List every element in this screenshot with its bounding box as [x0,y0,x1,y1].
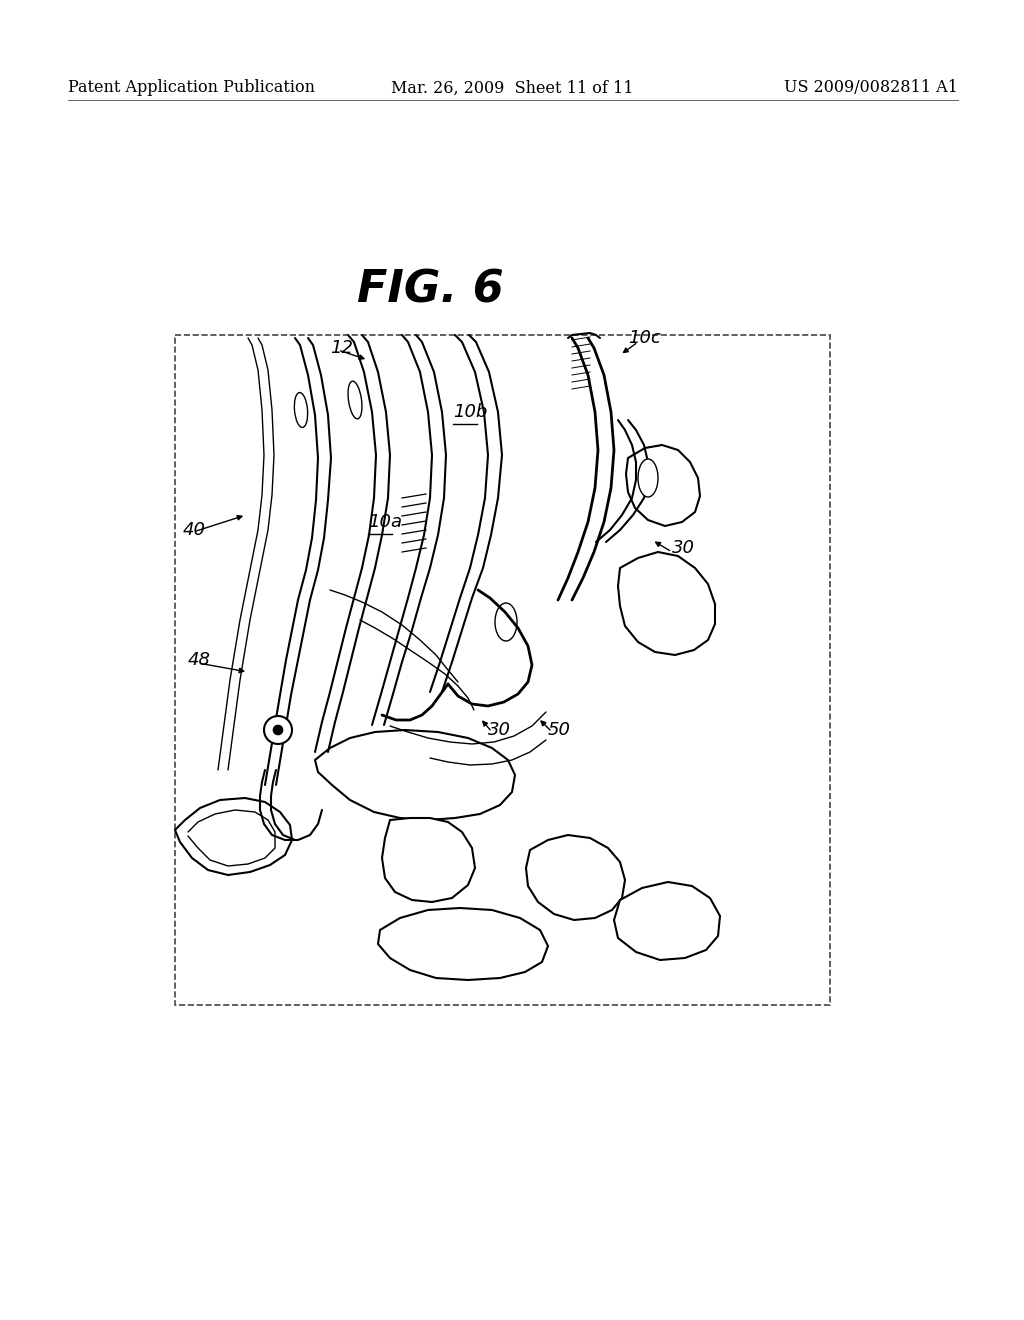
Text: US 2009/0082811 A1: US 2009/0082811 A1 [784,79,958,96]
Text: 30: 30 [488,721,511,739]
Circle shape [264,715,292,744]
Ellipse shape [294,392,307,428]
Polygon shape [618,552,715,655]
Ellipse shape [638,459,658,498]
Text: 48: 48 [188,651,211,669]
Text: FIG. 6: FIG. 6 [356,268,504,312]
Ellipse shape [495,603,517,642]
Text: 12: 12 [330,339,353,356]
Polygon shape [614,882,720,960]
Polygon shape [315,730,515,820]
Text: 10b: 10b [453,403,487,421]
Text: 30: 30 [672,539,695,557]
Text: Patent Application Publication: Patent Application Publication [68,79,315,96]
Text: 40: 40 [183,521,206,539]
Bar [175,335,830,1005]
Ellipse shape [348,381,361,418]
Polygon shape [382,818,475,902]
Polygon shape [175,799,292,875]
Polygon shape [526,836,625,920]
Polygon shape [378,908,548,979]
Text: 10c: 10c [628,329,660,347]
Text: Mar. 26, 2009  Sheet 11 of 11: Mar. 26, 2009 Sheet 11 of 11 [391,79,633,96]
Text: 50: 50 [548,721,571,739]
Polygon shape [626,445,700,525]
Circle shape [273,725,283,735]
Text: 10a: 10a [368,513,402,531]
